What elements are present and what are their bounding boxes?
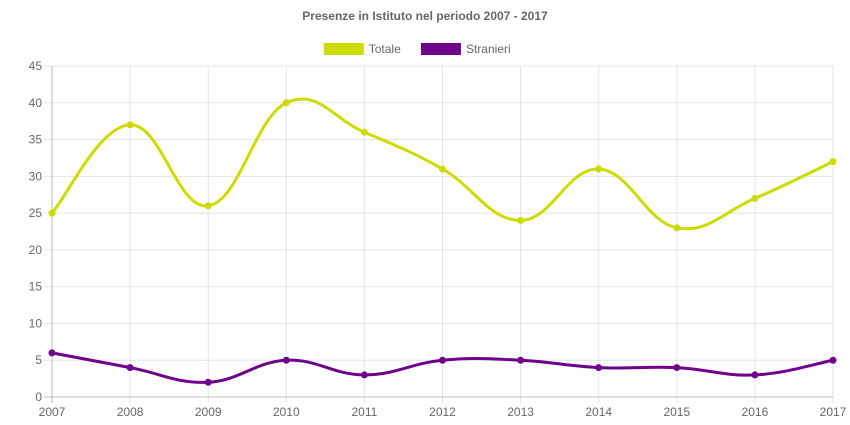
x-tick-label: 2014	[585, 405, 612, 419]
y-tick-label: 15	[29, 280, 43, 294]
y-tick-label: 0	[35, 390, 42, 404]
x-tick-label: 2012	[429, 405, 456, 419]
x-tick-label: 2015	[663, 405, 690, 419]
data-point-totale-2012[interactable]	[439, 165, 446, 173]
y-tick-label: 25	[29, 206, 43, 220]
y-tick-label: 35	[29, 133, 43, 147]
legend-item-totale[interactable]: Totale	[323, 42, 401, 56]
data-point-stranieri-2014[interactable]	[595, 364, 603, 372]
data-point-stranieri-2016[interactable]	[751, 371, 759, 379]
legend-label: Stranieri	[466, 42, 511, 56]
series-stranieri	[48, 349, 837, 386]
series-totale	[48, 97, 837, 232]
chart-title: Presenze in Istituto nel periodo 2007 - …	[302, 9, 548, 23]
x-tick-label: 2009	[195, 405, 222, 419]
data-point-stranieri-2010[interactable]	[282, 356, 290, 364]
data-point-totale-2013[interactable]	[517, 216, 525, 224]
data-point-stranieri-2012[interactable]	[439, 356, 446, 364]
x-tick-label: 2010	[273, 405, 300, 419]
data-point-stranieri-2009[interactable]	[204, 378, 212, 386]
data-point-stranieri-2011[interactable]	[360, 371, 368, 379]
x-axis: 2007 2008 2009 2010 2011 2012 2013 2014 2015 2016…	[39, 405, 847, 419]
x-tick-label: 2008	[117, 405, 144, 419]
y-tick-label: 45	[29, 59, 43, 73]
y-tick-label: 30	[29, 169, 43, 183]
series-line-totale	[50, 97, 835, 231]
x-tick-label: 2011	[351, 405, 377, 419]
data-point-totale-2016[interactable]	[751, 194, 759, 202]
data-point-stranieri-2017[interactable]	[829, 356, 837, 364]
data-point-totale-2014[interactable]	[595, 165, 603, 173]
data-point-stranieri-2008[interactable]	[126, 364, 134, 372]
x-tick-label: 2013	[507, 405, 534, 419]
legend-item-stranieri[interactable]: Stranieri	[420, 42, 511, 56]
legend-swatch	[420, 43, 461, 55]
data-point-totale-2017[interactable]	[829, 158, 837, 166]
legend-swatch	[323, 43, 364, 55]
y-axis: 0 5 10 15 20 25 30 35 40 45	[29, 59, 43, 404]
data-point-totale-2010[interactable]	[282, 99, 290, 107]
data-point-totale-2007[interactable]	[48, 209, 56, 217]
chart-series	[48, 97, 837, 386]
x-tick-label: 2017	[820, 405, 847, 419]
y-tick-label: 40	[29, 96, 43, 110]
data-point-totale-2015[interactable]	[673, 224, 681, 232]
data-point-totale-2009[interactable]	[204, 202, 212, 210]
data-point-stranieri-2015[interactable]	[673, 364, 681, 372]
data-point-stranieri-2013[interactable]	[517, 356, 525, 364]
series-line-stranieri	[50, 351, 835, 384]
x-tick-label: 2016	[742, 405, 769, 419]
x-tick-label: 2007	[39, 405, 66, 419]
chart-legend: Totale Stranieri	[323, 42, 511, 56]
y-tick-label: 10	[29, 316, 43, 330]
data-point-stranieri-2007[interactable]	[48, 349, 56, 357]
legend-label: Totale	[369, 42, 401, 56]
y-tick-label: 5	[35, 353, 42, 367]
data-point-totale-2011[interactable]	[360, 128, 368, 136]
data-point-totale-2008[interactable]	[126, 121, 134, 129]
y-tick-label: 20	[29, 243, 43, 257]
chart-gridlines	[44, 65, 834, 403]
